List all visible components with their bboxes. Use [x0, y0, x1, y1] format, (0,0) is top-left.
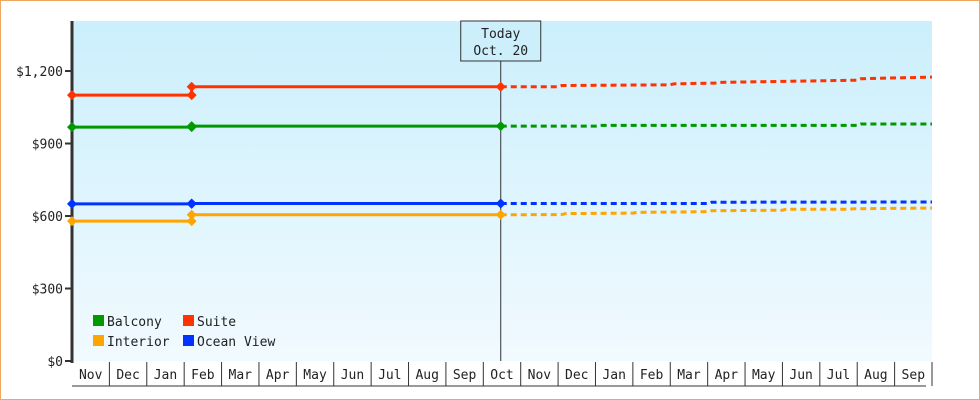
ocean-view-forecast-line	[500, 200, 933, 205]
legend-swatch-suite	[183, 315, 194, 326]
x-tick-label: Nov	[528, 368, 552, 383]
legend-swatch-interior	[93, 335, 104, 346]
x-tick-label: Feb	[640, 368, 664, 383]
x-tick-label: Oct	[490, 368, 513, 383]
balcony-actual-line	[72, 124, 501, 129]
balcony-data-point	[67, 122, 77, 133]
y-tick-label: $1,200	[16, 65, 63, 80]
y-tick-label: $300	[32, 283, 63, 298]
x-tick-label: May	[303, 368, 327, 383]
y-axis: $0 $300 $600 $900 $1,200	[16, 21, 74, 370]
interior-data-point	[186, 216, 197, 227]
x-tick-label: Feb	[191, 368, 215, 383]
x-tick-label: Dec	[116, 368, 139, 383]
series-group	[67, 75, 933, 227]
legend-label-balcony: Balcony	[107, 315, 162, 330]
legend-label-interior: Interior	[107, 335, 170, 350]
y-tick-label: $600	[32, 210, 63, 225]
today-label-box	[460, 20, 542, 62]
today-label: Today	[481, 27, 520, 42]
x-tick-label: Jun	[789, 368, 812, 383]
x-tick-label: Jul	[378, 368, 401, 383]
x-tick-label: Jul	[827, 368, 850, 383]
x-tick-label: Jun	[341, 368, 364, 383]
balcony-data-point	[186, 121, 197, 132]
interior-forecast-line	[500, 206, 933, 217]
x-tick-label: Sep	[902, 368, 926, 383]
x-tick-label: Mar	[229, 368, 253, 383]
interior-data-point	[495, 209, 506, 220]
ocean-view-data-point	[186, 198, 197, 209]
x-tick-label: Jan	[154, 368, 177, 383]
x-tick-label: Mar	[677, 368, 701, 383]
x-tick-label: Aug	[415, 368, 438, 383]
suite-data-point	[186, 81, 197, 92]
x-tick-label: Sep	[453, 368, 477, 383]
balcony-data-point	[495, 121, 506, 132]
y-tick-label: $0	[47, 355, 63, 370]
ocean-view-data-point	[495, 198, 506, 209]
x-tick-label: Jan	[602, 368, 625, 383]
interior-data-point	[67, 216, 77, 227]
legend: Balcony Suite Interior Ocean View	[93, 315, 275, 350]
balcony-forecast-line	[500, 122, 932, 128]
suite-data-point	[495, 81, 506, 92]
x-tick-label: Dec	[565, 368, 588, 383]
x-tick-label: Aug	[864, 368, 887, 383]
legend-label-suite: Suite	[197, 315, 236, 330]
today-date: Oct. 20	[473, 44, 528, 59]
legend-swatch-ocean-view	[183, 335, 194, 346]
x-tick-label: Apr	[715, 368, 739, 383]
x-axis: Nov Dec Jan Feb Mar Apr May Jun Jul Aug Sep Oct Nov D…	[72, 362, 933, 387]
suite-data-point	[67, 90, 77, 101]
y-tick-label: $900	[32, 138, 63, 153]
suite-data-point	[186, 90, 197, 101]
x-tick-label: Apr	[266, 368, 290, 383]
legend-label-ocean-view: Ocean View	[197, 335, 275, 350]
interior-data-point	[186, 209, 197, 220]
legend-swatch-balcony	[93, 315, 104, 326]
ocean-view-data-point	[67, 198, 77, 209]
plot-area	[72, 21, 932, 361]
x-tick-label: Nov	[79, 368, 103, 383]
x-tick-label: May	[752, 368, 776, 383]
suite-forecast-line	[500, 75, 933, 89]
